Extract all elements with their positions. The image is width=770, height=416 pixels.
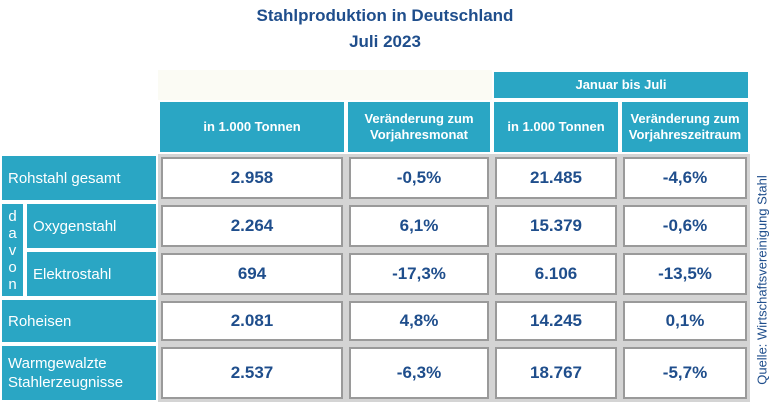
davon-letter: a <box>8 224 17 242</box>
column-header-1-text: in 1.000 Tonnen <box>203 119 301 134</box>
value-cell: -6,3% <box>349 347 489 399</box>
column-header-1: in 1.000 Tonnen <box>158 100 346 154</box>
value-cell-text: 2.264 <box>230 216 274 235</box>
value-cell-text: 2.081 <box>230 311 274 330</box>
group-header: Januar bis Juli <box>492 70 750 100</box>
value-cell-text: 14.245 <box>530 311 582 330</box>
value-cell-text: 21.485 <box>530 168 582 187</box>
davon-letter: n <box>8 275 17 293</box>
value-cell: 694 <box>161 253 343 295</box>
value-cell: 21.485 <box>495 157 617 199</box>
value-cell: 2.081 <box>161 301 343 341</box>
davon-letter: o <box>8 258 17 276</box>
row-label-2-text: Oxygenstahl <box>33 217 117 235</box>
value-cell-text: 15.379 <box>530 216 582 235</box>
value-cell-text: -5,7% <box>662 363 708 382</box>
column-header-2: Veränderung zum Vorjahresmonat <box>346 100 492 154</box>
row-label-1-text: Rohstahl gesamt <box>8 169 121 187</box>
value-cell-text: 694 <box>237 264 267 283</box>
row-label-4: Roheisen <box>0 298 158 344</box>
value-cell: 14.245 <box>495 301 617 341</box>
value-cell: -13,5% <box>623 253 747 295</box>
column-header-4: Veränderung zum Vorjahreszeitraum <box>620 100 750 154</box>
value-cell-text: 6,1% <box>399 216 439 235</box>
chart-subtitle: Juli 2023 <box>349 32 421 51</box>
value-cell: 2.264 <box>161 205 343 247</box>
davon-letter: v <box>8 241 17 259</box>
header-background <box>158 70 492 100</box>
value-cell: 6,1% <box>349 205 489 247</box>
value-cell-text: -0,6% <box>662 216 708 235</box>
row-label-5-text: Warmgewalzte Stahlerzeugnisse <box>8 355 124 391</box>
value-cell: -0,6% <box>623 205 747 247</box>
column-header-3-text: in 1.000 Tonnen <box>507 119 605 134</box>
value-cell-text: -0,5% <box>396 168 442 187</box>
value-cell: -17,3% <box>349 253 489 295</box>
value-cell: -0,5% <box>349 157 489 199</box>
group-header-text: Januar bis Juli <box>575 77 667 92</box>
value-cell: 6.106 <box>495 253 617 295</box>
value-cell-text: 2.537 <box>230 363 274 382</box>
value-cell: 0,1% <box>623 301 747 341</box>
value-cell-text: 2.958 <box>230 168 274 187</box>
column-header-4-text: Veränderung zum Vorjahreszeitraum <box>628 111 742 142</box>
row-label-2: Oxygenstahl <box>25 202 158 250</box>
row-label-3: Elektrostahl <box>25 250 158 298</box>
value-cell-text: 0,1% <box>665 311 705 330</box>
value-cell-text: -6,3% <box>396 363 442 382</box>
value-cell: 15.379 <box>495 205 617 247</box>
value-cell-text: 4,8% <box>399 311 439 330</box>
value-cell-text: -4,6% <box>662 168 708 187</box>
row-label-3-text: Elektrostahl <box>33 265 112 283</box>
value-cell-text: 6.106 <box>534 264 578 283</box>
row-label-5: Warmgewalzte Stahlerzeugnisse <box>0 344 158 402</box>
value-cell: 2.958 <box>161 157 343 199</box>
value-cell: -5,7% <box>623 347 747 399</box>
value-cell: 2.537 <box>161 347 343 399</box>
davon-letter: d <box>8 207 17 225</box>
column-header-2-text: Veränderung zum Vorjahresmonat <box>364 111 474 142</box>
value-cell-text: 18.767 <box>530 363 582 382</box>
source-note: Quelle: Wirtschaftsvereinigung Stahl <box>752 155 770 405</box>
source-label: Quelle: Wirtschaftsvereinigung Stahl <box>754 175 770 385</box>
value-cell: 18.767 <box>495 347 617 399</box>
row-label-4-text: Roheisen <box>8 312 72 330</box>
value-cell-text: -13,5% <box>658 264 712 283</box>
column-header-3: in 1.000 Tonnen <box>492 100 620 154</box>
value-cell: 4,8% <box>349 301 489 341</box>
value-cell: -4,6% <box>623 157 747 199</box>
row-label-1: Rohstahl gesamt <box>0 154 158 202</box>
chart-title: Stahlproduktion in Deutschland <box>256 6 514 25</box>
value-cell-text: -17,3% <box>392 264 446 283</box>
